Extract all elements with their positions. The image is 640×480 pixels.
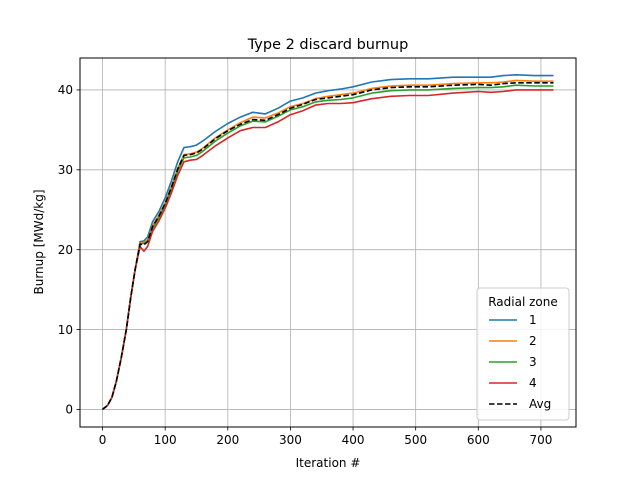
y-tick-label: 20 [58,243,73,257]
legend-box [476,287,570,421]
x-tick-label: 700 [529,433,552,447]
legend-title: Radial zone [488,295,558,309]
y-tick-label: 30 [58,163,73,177]
axes-frame [79,57,577,428]
x-tick-label: 0 [99,433,107,447]
x-tick-label: 600 [467,433,490,447]
x-tick-label: 300 [279,433,302,447]
legend-label-2: 2 [529,334,537,348]
series-line-avg [102,82,554,411]
y-axis-label: Burnup [MWd/kg] [32,189,46,294]
x-tick-label: 200 [216,433,239,447]
y-tick-label: 0 [65,403,73,417]
legend-label-4: 4 [529,376,537,390]
axis-ticks: 0 100 200 300 400 500 600 700 0 10 20 30 40 [58,83,553,447]
chart-title: Type 2 discard burnup [247,37,409,53]
legend-label-avg: Avg [529,397,551,411]
legend: Radial zone 1 2 3 4 Avg [476,287,570,421]
y-tick-label: 40 [58,83,73,97]
series-lines [102,74,554,411]
legend-label-1: 1 [529,313,537,327]
y-tick-label: 10 [58,323,73,337]
x-tick-label: 100 [154,433,177,447]
x-tick-label: 400 [342,433,365,447]
x-axis-label: Iteration # [296,456,361,470]
legend-label-3: 3 [529,355,537,369]
x-tick-label: 500 [404,433,427,447]
